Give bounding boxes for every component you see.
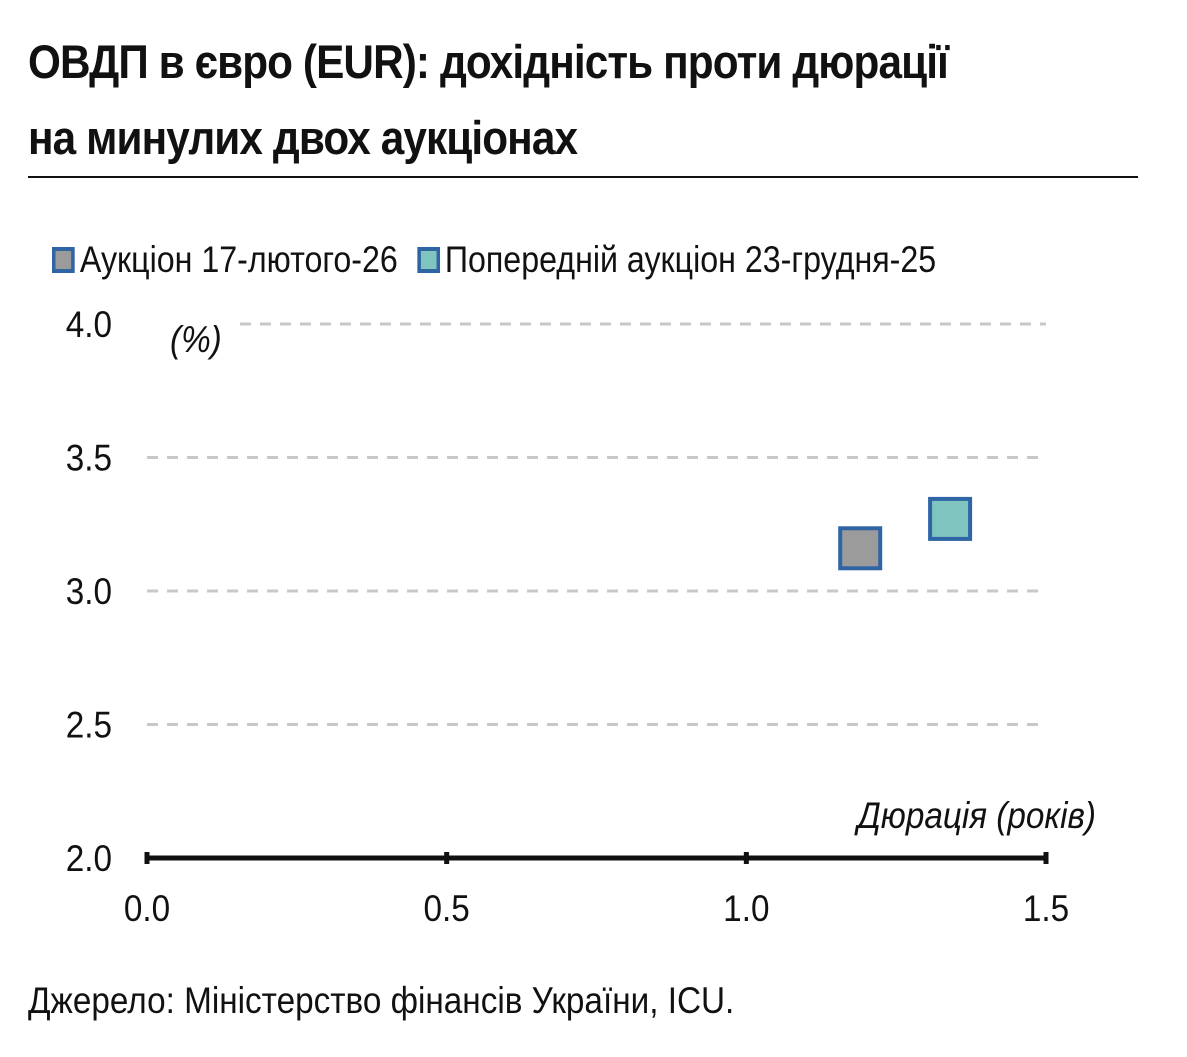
legend-swatch-previous [416,247,440,273]
x-tick-label: 0.0 [124,888,170,929]
x-axis-label: Дюрація (років) [854,795,1096,836]
x-tick-label: 1.5 [1023,888,1069,929]
chart-legend: Аукціон 17-лютого-26 Попередній аукціон … [52,232,955,288]
gridlines [147,322,1046,726]
data-point-series-1-0 [928,496,973,541]
title-divider [28,176,1138,178]
legend-label-previous: Попередній аукціон 23-грудня-25 [444,239,937,280]
data-point-series-0-0 [838,526,883,571]
y-axis-label: (%) [170,319,222,360]
tick-labels: 4.0 3.5 3.0 2.5 2.0 0.0 0.5 1.0 1.5 [66,304,1069,929]
legend-item-previous: Попередній аукціон 23-грудня-25 [416,239,937,281]
y-tick-label: 4.0 [66,304,112,345]
x-tick-label: 1.0 [723,888,769,929]
chart-title-line-2: на минулих двох аукціонах [28,111,578,164]
y-tick-label: 2.5 [66,705,112,746]
x-tick-label: 0.5 [424,888,470,929]
y-tick-label: 3.5 [66,438,112,479]
legend-swatch-current [52,247,75,273]
y-tick-label: 2.0 [66,838,112,879]
source-note: Джерело: Міністерство фінансів України, … [28,980,735,1021]
y-tick-label: 3.0 [66,571,112,612]
chart-title: ОВДП в євро (EUR): дохідність проти дюра… [28,24,1036,176]
data-points [838,496,973,571]
x-axis [144,852,1049,864]
legend-label-current: Аукціон 17-лютого-26 [79,239,398,280]
legend-item-current: Аукціон 17-лютого-26 [52,239,398,281]
chart-title-line-1: ОВДП в євро (EUR): дохідність проти дюра… [28,35,949,88]
